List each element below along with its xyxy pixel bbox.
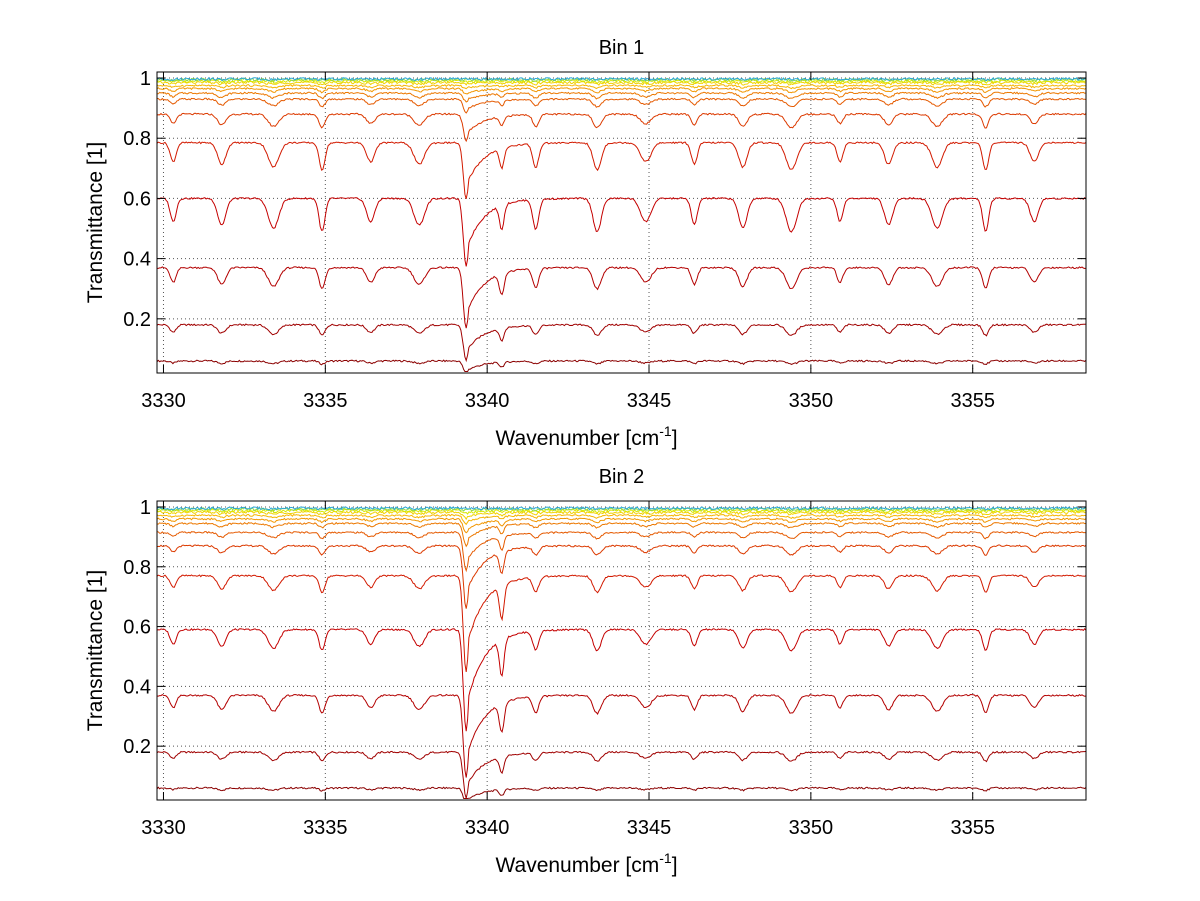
series-line [156, 359, 1087, 372]
series-line [156, 76, 1087, 82]
series-line [156, 574, 1087, 672]
series-line [157, 693, 1087, 778]
x-tick-label: 3340 [465, 390, 510, 412]
series-line [156, 77, 1087, 83]
series-line [156, 141, 1087, 200]
series-line [156, 506, 1087, 511]
chart-title: Bin 1 [599, 37, 645, 59]
series-line [156, 196, 1087, 267]
series-line [156, 521, 1087, 548]
series-line [156, 97, 1087, 114]
chart-title: Bin 2 [599, 466, 645, 488]
axes-frame [156, 500, 1087, 801]
x-tick-label: 3355 [950, 390, 995, 412]
series-line [156, 750, 1087, 799]
x-tick-label: 3355 [950, 817, 995, 839]
axes-frame [156, 71, 1087, 374]
x-tick-label: 3345 [627, 390, 672, 412]
series-line [156, 80, 1087, 86]
x-tick-label: 3340 [465, 817, 510, 839]
series-line [156, 87, 1087, 95]
x-axis-label: Wavenumber [cm-1] [495, 850, 677, 877]
x-tick-label: 3345 [627, 817, 672, 839]
y-axis-label: Transmittance [1] [84, 570, 107, 731]
x-tick-label: 3330 [141, 390, 186, 412]
series-line [156, 510, 1087, 521]
series-line [156, 786, 1087, 799]
series-line [157, 266, 1087, 329]
series-line [156, 517, 1087, 534]
x-tick-label: 3335 [303, 817, 348, 839]
y-tick-label: 1 [140, 497, 151, 519]
series-line [156, 112, 1087, 143]
y-tick-label: 0.2 [123, 736, 151, 758]
chart-panel-2: 3330 3335 3340 3345 3350 3355 0.2 0.4 0.6 0.8 1 Bin… [84, 466, 1087, 877]
series-line [156, 507, 1087, 512]
y-axis-label: Transmittance [1] [84, 142, 107, 303]
x-tick-label: 3330 [141, 817, 186, 839]
x-axis-label: Wavenumber [cm-1] [495, 423, 677, 450]
y-tick-label: 0.2 [123, 309, 151, 331]
x-tick-label: 3335 [303, 390, 348, 412]
series-line [156, 83, 1087, 90]
series-line [157, 91, 1087, 103]
series-line [156, 323, 1087, 363]
y-tick-label: 0.8 [123, 128, 151, 150]
chart-panel-1: 3330 3335 3340 3345 3350 3355 0.2 0.4 0.6 0.8 1 Bin… [84, 37, 1087, 450]
series-line [156, 544, 1087, 609]
x-tick-label: 3350 [789, 390, 834, 412]
series-line [156, 513, 1087, 526]
series-line [156, 628, 1087, 732]
x-tick-label: 3350 [789, 817, 834, 839]
y-tick-label: 0.6 [123, 617, 151, 639]
y-tick-label: 0.4 [123, 676, 151, 698]
series-line [156, 530, 1087, 573]
y-tick-label: 0.4 [123, 249, 151, 271]
y-tick-label: 0.6 [123, 188, 151, 210]
y-tick-label: 1 [140, 68, 151, 90]
y-tick-label: 0.8 [123, 557, 151, 579]
